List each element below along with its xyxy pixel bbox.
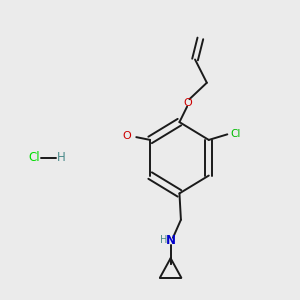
Text: N: N — [166, 234, 176, 247]
Text: Cl: Cl — [231, 129, 241, 139]
Text: Cl: Cl — [28, 151, 40, 164]
Text: H: H — [160, 235, 168, 245]
Text: O: O — [122, 131, 131, 141]
Text: H: H — [57, 151, 66, 164]
Text: O: O — [183, 98, 192, 108]
